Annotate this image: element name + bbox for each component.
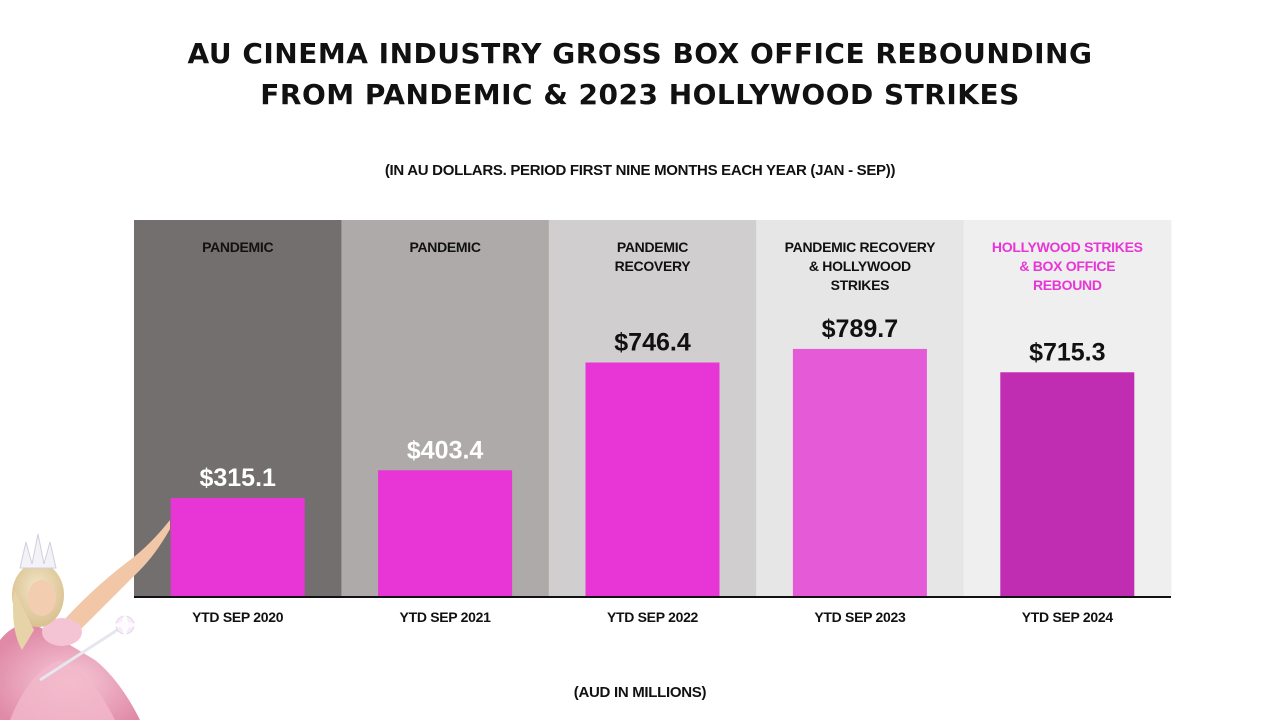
character-illustration <box>0 520 170 720</box>
bar <box>378 470 513 597</box>
panel-annotation: PANDEMIC RECOVERY <box>785 239 936 255</box>
x-tick-label: YTD SEP 2020 <box>192 609 284 625</box>
panel-annotation: PANDEMIC <box>202 239 273 255</box>
value-label: $315.1 <box>199 464 276 492</box>
chart-subtitle: (IN AU DOLLARS. PERIOD FIRST NINE MONTHS… <box>384 162 896 179</box>
panel-annotation: & HOLLYWOOD <box>809 258 911 274</box>
unit-label: (AUD IN MILLIONS) <box>573 684 707 701</box>
title-line-1: AU CINEMA INDUSTRY GROSS BOX OFFICE REBO… <box>187 37 1093 70</box>
bar <box>1000 372 1135 597</box>
bar <box>792 348 927 597</box>
bar <box>585 362 720 597</box>
x-tick-label: YTD SEP 2024 <box>1022 609 1114 625</box>
panel-annotation: REBOUND <box>1033 277 1102 293</box>
chart-title: AU CINEMA INDUSTRY GROSS BOX OFFICE REBO… <box>0 33 1280 115</box>
bar <box>170 498 305 597</box>
panel-annotation: HOLLYWOOD STRIKES <box>992 239 1143 255</box>
panel-annotation: PANDEMIC <box>409 239 480 255</box>
x-tick-label: YTD SEP 2022 <box>607 609 699 625</box>
panel-annotation: STRIKES <box>831 277 890 293</box>
value-label: $715.3 <box>1029 338 1105 366</box>
panel-annotation: RECOVERY <box>615 258 692 274</box>
panel-annotation: PANDEMIC <box>617 239 688 255</box>
panel-annotation: & BOX OFFICE <box>1019 258 1115 274</box>
x-tick-label: YTD SEP 2021 <box>400 609 492 625</box>
x-tick-label: YTD SEP 2023 <box>814 609 906 625</box>
title-line-2: FROM PANDEMIC & 2023 HOLLYWOOD STRIKES <box>260 78 1020 111</box>
value-label: $403.4 <box>407 436 484 464</box>
value-label: $746.4 <box>614 329 691 357</box>
value-label: $789.7 <box>822 315 898 343</box>
